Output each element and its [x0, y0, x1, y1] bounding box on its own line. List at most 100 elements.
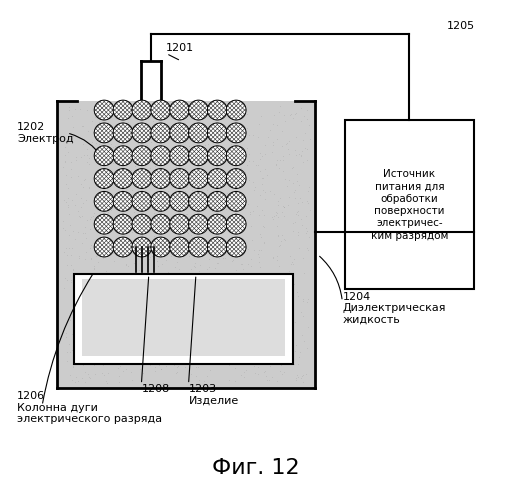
Point [131, 162, 139, 170]
Point [303, 146, 311, 154]
Point [180, 251, 188, 259]
Point [144, 260, 152, 268]
Point [288, 295, 296, 303]
Point [133, 139, 142, 147]
Circle shape [189, 169, 208, 189]
Point [290, 360, 298, 368]
Point [61, 143, 69, 151]
Point [231, 108, 239, 116]
Point [203, 177, 211, 185]
Point [181, 138, 190, 146]
Point [288, 330, 296, 338]
Point [74, 228, 82, 236]
Point [137, 353, 145, 361]
Point [214, 213, 222, 221]
Point [62, 171, 71, 179]
Point [268, 148, 276, 156]
Point [129, 321, 137, 329]
Circle shape [94, 237, 114, 257]
Point [201, 244, 209, 251]
Point [185, 303, 194, 311]
Point [86, 271, 94, 279]
Point [118, 137, 126, 145]
Bar [82, 279, 285, 356]
Point [189, 160, 197, 168]
Point [204, 224, 213, 232]
Point [294, 199, 302, 207]
Point [64, 203, 73, 211]
Point [199, 239, 207, 247]
Point [259, 293, 267, 301]
Point [162, 351, 170, 359]
Point [154, 262, 162, 270]
Point [197, 188, 205, 196]
Point [127, 175, 135, 183]
Text: Фиг. 12: Фиг. 12 [212, 458, 299, 478]
Point [141, 297, 149, 305]
Point [204, 313, 213, 321]
Point [222, 156, 230, 164]
Point [69, 227, 77, 235]
Point [257, 233, 265, 241]
Point [122, 137, 130, 145]
Point [259, 222, 267, 230]
Point [291, 194, 299, 202]
Circle shape [207, 146, 227, 166]
Point [276, 194, 284, 202]
Point [150, 206, 158, 214]
Point [172, 369, 180, 377]
Point [141, 175, 149, 183]
Point [78, 122, 86, 130]
Point [150, 203, 158, 211]
Point [258, 311, 266, 319]
Point [159, 131, 168, 139]
Point [228, 276, 237, 284]
Point [128, 228, 136, 236]
Point [95, 141, 103, 149]
Point [81, 378, 89, 386]
Point [269, 190, 277, 198]
Point [89, 303, 98, 311]
Point [296, 194, 305, 202]
Point [244, 260, 252, 268]
Point [101, 152, 109, 160]
Point [92, 216, 101, 224]
Point [287, 353, 295, 361]
Point [262, 316, 270, 324]
Point [129, 178, 137, 186]
Point [170, 223, 178, 231]
Point [92, 338, 101, 346]
Point [117, 197, 125, 205]
Point [230, 377, 239, 385]
Point [122, 168, 130, 176]
Point [88, 138, 97, 146]
Circle shape [94, 192, 114, 211]
Point [254, 370, 262, 378]
Point [250, 362, 259, 370]
Point [100, 114, 108, 122]
Point [263, 281, 271, 289]
Point [94, 257, 102, 265]
Point [136, 221, 145, 229]
Point [249, 208, 257, 216]
Point [137, 297, 145, 305]
Point [148, 328, 156, 336]
Point [161, 256, 170, 264]
Point [161, 238, 169, 246]
Point [120, 146, 128, 154]
Point [294, 211, 302, 219]
Point [188, 191, 196, 199]
Point [66, 221, 75, 229]
Point [232, 266, 240, 274]
Point [66, 348, 75, 356]
Point [62, 138, 70, 146]
Point [213, 274, 221, 282]
Bar [75, 274, 293, 364]
Point [245, 177, 253, 185]
Point [256, 191, 264, 199]
Point [138, 352, 146, 360]
Point [243, 161, 251, 169]
Point [166, 167, 174, 175]
Point [199, 177, 207, 185]
Point [192, 303, 200, 311]
